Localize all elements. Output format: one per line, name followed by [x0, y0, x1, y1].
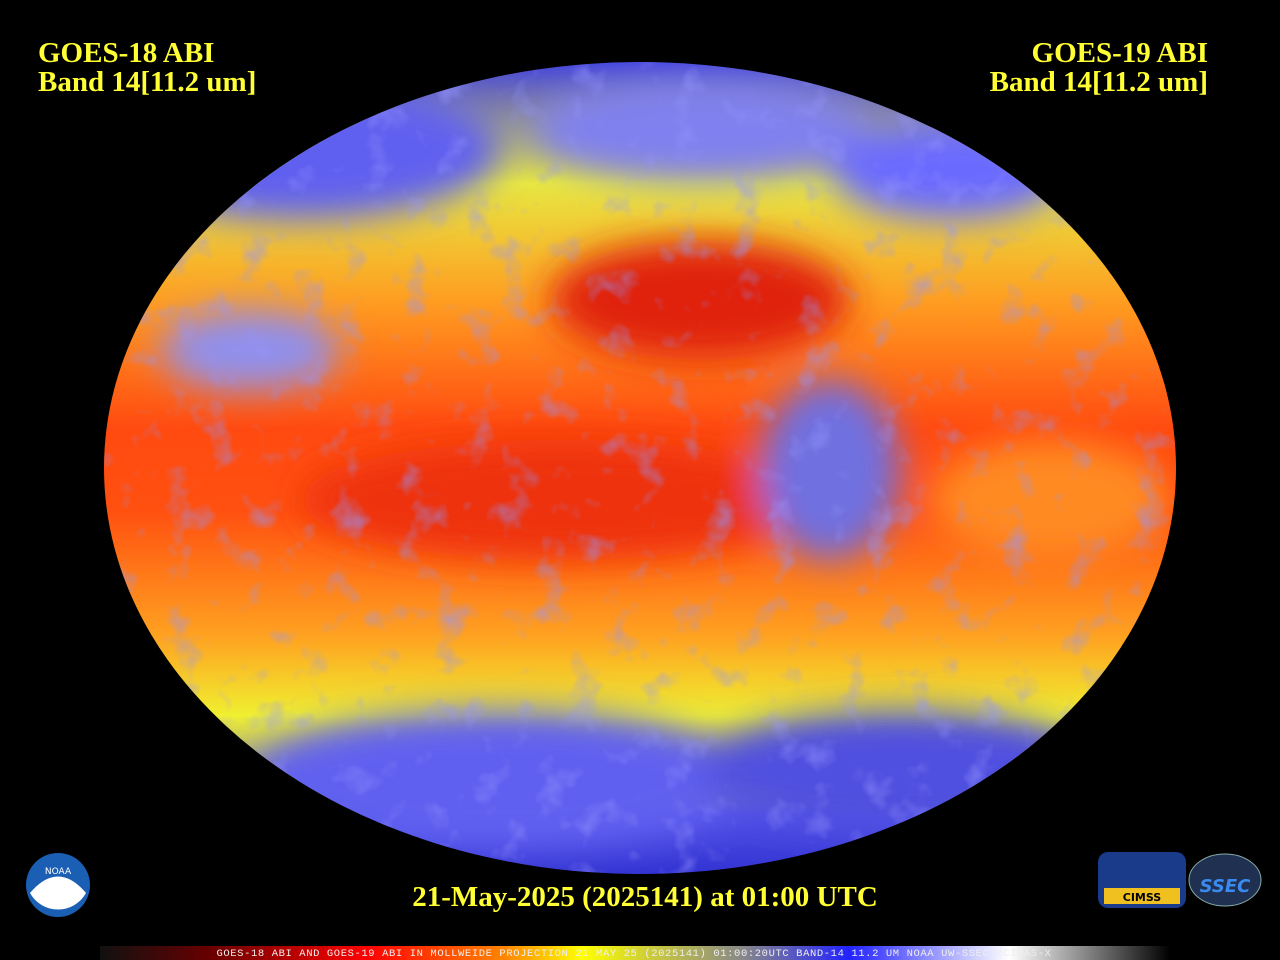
cimss-logo: CIMSS [1098, 852, 1186, 908]
noaa-text: NOAA [45, 867, 72, 877]
color-bar [100, 946, 1170, 960]
ssec-text: SSEC [1200, 876, 1252, 897]
left-title: GOES-18 ABI [38, 37, 214, 69]
caption: GOES-18 ABI AND GOES-19 ABI IN MOLLWEIDE… [216, 948, 1051, 960]
right-title: GOES-19 ABI [1032, 37, 1208, 69]
right-band: Band 14[11.2 um] [990, 66, 1208, 98]
noaa-logo: NOAA [26, 853, 90, 917]
date-label: 21-May-2025 (2025141) at 01:00 UTC [412, 881, 878, 913]
ssec-logo: SSEC [1188, 853, 1262, 907]
left-band: Band 14[11.2 um] [38, 66, 256, 98]
cimss-text: CIMSS [1123, 891, 1162, 904]
